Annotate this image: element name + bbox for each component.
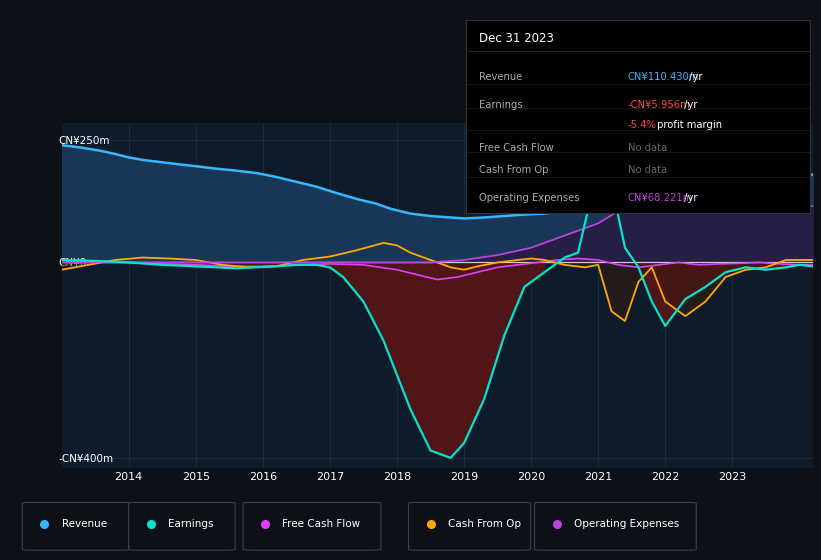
Text: -5.4%: -5.4%: [627, 120, 657, 130]
FancyBboxPatch shape: [129, 502, 235, 550]
Text: /yr: /yr: [681, 100, 698, 110]
Text: No data: No data: [627, 143, 667, 153]
FancyBboxPatch shape: [243, 502, 381, 550]
Text: Free Cash Flow: Free Cash Flow: [479, 143, 554, 153]
Text: profit margin: profit margin: [654, 120, 722, 130]
FancyBboxPatch shape: [409, 502, 530, 550]
Text: Free Cash Flow: Free Cash Flow: [282, 519, 360, 529]
Text: CN¥68.221m: CN¥68.221m: [627, 193, 693, 203]
Text: Earnings: Earnings: [479, 100, 523, 110]
Text: Cash From Op: Cash From Op: [479, 165, 548, 175]
Text: Revenue: Revenue: [479, 72, 523, 82]
Text: Cash From Op: Cash From Op: [448, 519, 521, 529]
Text: Earnings: Earnings: [168, 519, 213, 529]
Text: Operating Expenses: Operating Expenses: [574, 519, 679, 529]
Text: No data: No data: [627, 165, 667, 175]
Text: -CN¥5.956m: -CN¥5.956m: [627, 100, 690, 110]
Text: CN¥110.430m: CN¥110.430m: [627, 72, 699, 82]
Text: /yr: /yr: [681, 193, 698, 203]
FancyBboxPatch shape: [534, 502, 696, 550]
Text: Operating Expenses: Operating Expenses: [479, 193, 580, 203]
Text: /yr: /yr: [686, 72, 703, 82]
Text: Dec 31 2023: Dec 31 2023: [479, 32, 554, 45]
Text: Revenue: Revenue: [62, 519, 107, 529]
FancyBboxPatch shape: [22, 502, 129, 550]
